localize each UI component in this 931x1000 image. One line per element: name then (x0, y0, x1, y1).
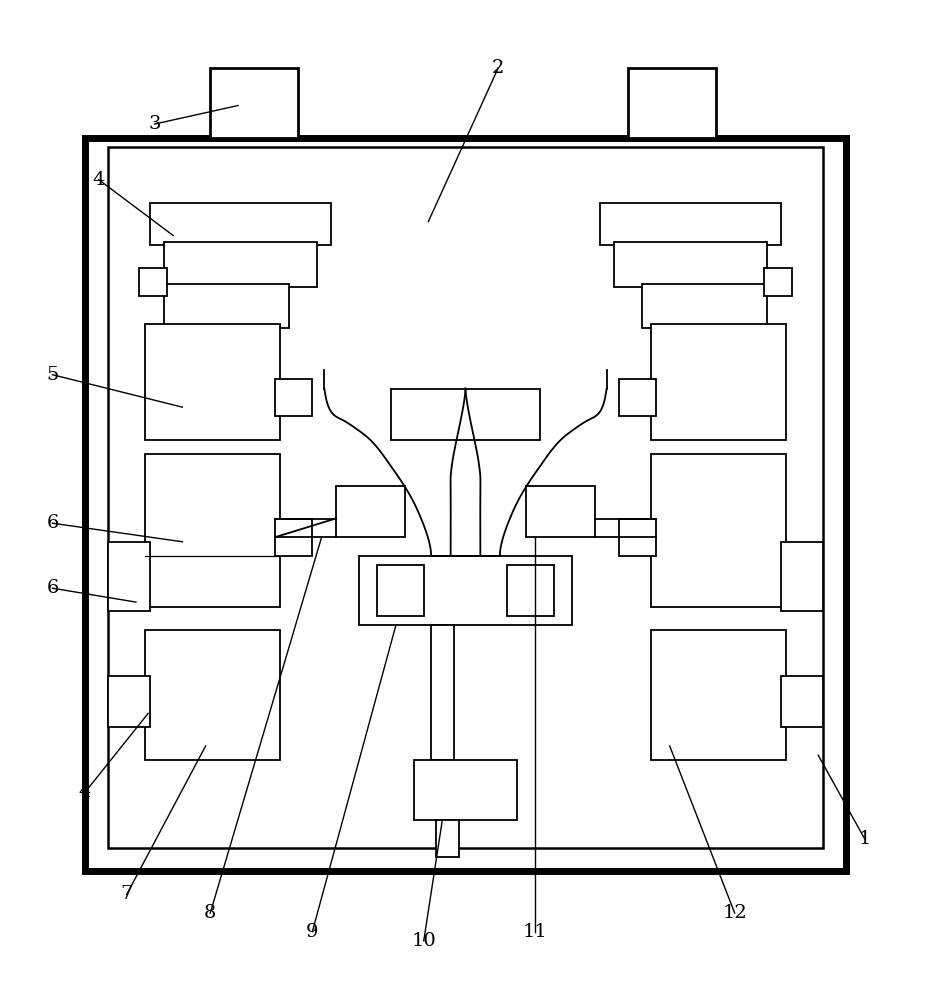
Bar (335, 486, 405, 537)
Text: 1: 1 (858, 830, 870, 848)
Text: 4: 4 (79, 783, 91, 801)
Bar (150, 203, 331, 245)
Bar (164, 284, 290, 328)
Bar (145, 324, 280, 440)
Text: 6: 6 (47, 579, 59, 597)
Text: 6: 6 (47, 514, 59, 532)
Bar (600, 203, 781, 245)
Bar (108, 542, 150, 611)
Bar (145, 454, 280, 607)
Text: 11: 11 (522, 923, 547, 941)
Bar (358, 556, 573, 625)
Bar (507, 565, 554, 616)
Bar (619, 519, 655, 556)
Bar (85, 138, 846, 871)
Bar (436, 820, 459, 857)
Bar (627, 68, 716, 138)
Text: 9: 9 (306, 923, 318, 941)
Bar (391, 389, 540, 440)
Bar (526, 486, 596, 537)
Bar (431, 625, 454, 760)
Bar (145, 630, 280, 760)
Text: 5: 5 (47, 366, 59, 384)
Bar (651, 454, 786, 607)
Bar (164, 242, 317, 287)
Text: 4: 4 (93, 171, 105, 189)
Bar (108, 676, 150, 727)
Bar (764, 268, 792, 296)
Bar (139, 268, 167, 296)
Bar (781, 542, 823, 611)
Text: 8: 8 (204, 904, 216, 922)
Bar (651, 630, 786, 760)
Bar (641, 284, 767, 328)
Bar (619, 379, 655, 416)
Bar (377, 565, 424, 616)
Bar (210, 68, 299, 138)
Text: 3: 3 (148, 115, 161, 133)
Bar (781, 676, 823, 727)
Bar (414, 760, 517, 820)
Bar (108, 147, 823, 848)
Text: 2: 2 (492, 59, 505, 77)
Bar (276, 379, 312, 416)
Text: 7: 7 (120, 885, 133, 903)
Bar (651, 324, 786, 440)
Text: 12: 12 (722, 904, 747, 922)
Text: 10: 10 (412, 932, 436, 950)
Bar (276, 519, 312, 556)
Bar (614, 242, 767, 287)
